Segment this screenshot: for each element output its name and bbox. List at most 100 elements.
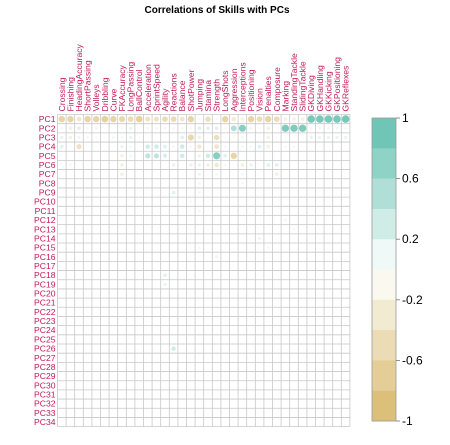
colorbar-segment	[372, 269, 396, 301]
row-label: PC31	[34, 389, 56, 399]
correlation-marker	[316, 115, 324, 123]
correlation-marker	[77, 135, 81, 140]
row-label: PC19	[34, 279, 56, 289]
correlation-marker	[241, 136, 244, 139]
row-label: PC7	[39, 169, 56, 179]
correlation-marker	[275, 127, 278, 130]
column-label: Acceleration	[143, 64, 153, 112]
row-label: PC14	[34, 233, 56, 243]
correlation-marker	[198, 182, 201, 185]
correlation-marker	[241, 145, 244, 148]
correlation-marker	[318, 126, 322, 130]
correlation-marker	[249, 126, 253, 130]
correlation-marker	[266, 144, 271, 149]
correlation-marker	[206, 126, 210, 131]
correlation-marker	[283, 117, 288, 121]
correlation-marker	[284, 136, 287, 139]
correlation-marker	[309, 135, 313, 140]
column-label: ShotPower	[186, 69, 196, 111]
correlation-marker	[309, 126, 313, 130]
correlation-marker	[112, 127, 115, 130]
correlation-marker	[145, 153, 151, 159]
column-label: Marking	[280, 81, 290, 112]
correlation-marker	[172, 163, 176, 167]
correlation-markers	[58, 115, 350, 351]
column-label: Interceptions	[237, 62, 247, 111]
correlation-marker	[162, 116, 168, 122]
correlation-marker	[145, 116, 151, 122]
column-label: Curve	[108, 88, 118, 111]
colorbar-segment	[372, 299, 396, 331]
correlation-marker	[223, 153, 228, 158]
correlation-marker	[179, 144, 185, 149]
correlation-marker	[292, 227, 296, 231]
correlation-marker	[153, 116, 159, 122]
correlation-marker	[213, 134, 220, 141]
colorbar-segment	[372, 390, 396, 422]
correlation-marker	[171, 190, 176, 195]
correlation-marker	[293, 136, 295, 139]
correlation-marker	[256, 116, 263, 122]
correlation-marker	[163, 144, 167, 149]
column-label: BallControl	[134, 69, 144, 111]
colorbar-tick-label: 0.6	[402, 172, 419, 186]
correlation-marker	[247, 115, 255, 123]
correlation-marker	[138, 136, 141, 139]
colorbar-segment	[372, 330, 396, 361]
correlation-marker	[284, 218, 287, 222]
row-label: PC34	[34, 417, 56, 427]
correlation-marker	[214, 126, 219, 131]
chart-title: Correlations of Skills with PCs	[144, 5, 289, 16]
correlation-grid	[57, 114, 351, 428]
correlation-marker	[120, 163, 124, 167]
column-label: Penalties	[263, 76, 273, 111]
correlation-marker	[274, 163, 279, 167]
row-label: PC9	[39, 188, 56, 198]
colorbar-segment	[372, 148, 396, 179]
correlation-marker	[231, 116, 237, 122]
row-label: PC15	[34, 243, 56, 253]
row-label: PC25	[34, 334, 56, 344]
correlation-marker	[189, 200, 193, 204]
column-label: Volleys	[91, 84, 101, 111]
correlation-marker	[94, 136, 98, 139]
correlation-marker	[179, 153, 185, 159]
row-label: PC17	[34, 261, 56, 271]
correlation-marker	[197, 172, 201, 176]
correlation-marker	[207, 136, 209, 139]
colorbar-segment	[372, 178, 396, 210]
correlation-marker	[129, 135, 133, 140]
correlation-marker	[110, 115, 117, 123]
correlation-marker	[281, 124, 290, 132]
row-label: PC12	[34, 215, 56, 225]
correlation-marker	[120, 172, 124, 177]
correlation-marker	[129, 154, 132, 158]
correlation-marker	[118, 116, 126, 123]
column-label: HeadingAccuracy	[74, 43, 84, 111]
correlation-marker	[86, 136, 89, 139]
correlation-marker	[155, 126, 158, 130]
correlation-marker	[171, 346, 176, 351]
correlation-marker	[215, 172, 218, 176]
column-label: GKPositioning	[332, 57, 342, 112]
column-label: Stamina	[203, 80, 213, 112]
correlation-marker	[266, 163, 271, 167]
row-label: PC28	[34, 362, 56, 372]
correlation-marker	[138, 127, 141, 130]
correlation-marker	[60, 126, 64, 130]
row-label: PC30	[34, 380, 56, 390]
correlation-marker	[301, 136, 304, 139]
column-label: Composure	[272, 67, 282, 112]
correlation-marker	[58, 115, 65, 123]
correlation-marker	[129, 145, 132, 148]
correlation-marker	[153, 153, 159, 159]
correlation-marker	[60, 135, 64, 140]
colorbar-tick-label: 1	[402, 111, 409, 125]
row-label: PC33	[34, 408, 56, 418]
column-label: Vision	[255, 88, 265, 111]
correlation-marker	[68, 126, 73, 131]
row-label: PC27	[34, 353, 56, 363]
column-label: Reactions	[169, 73, 179, 111]
correlation-marker	[292, 145, 296, 148]
correlation-marker	[284, 145, 287, 148]
